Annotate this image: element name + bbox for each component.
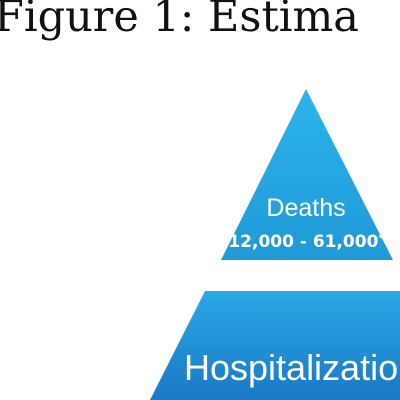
tier-hospitalizations-label: Hospitalizatio	[184, 347, 398, 388]
tier-deaths-value-text: 12,000 - 61,000	[228, 232, 378, 252]
pyramid-tier-hospitalizations	[150, 291, 400, 400]
figure-title: Figure 1: Estima	[0, 0, 359, 42]
tier-deaths-label: Deaths	[266, 194, 345, 222]
tier-deaths-value: 12,000 - 61,000*	[228, 232, 384, 252]
pyramid-tier-deaths	[221, 89, 393, 260]
tier-deaths-value-mark: *	[378, 233, 384, 244]
